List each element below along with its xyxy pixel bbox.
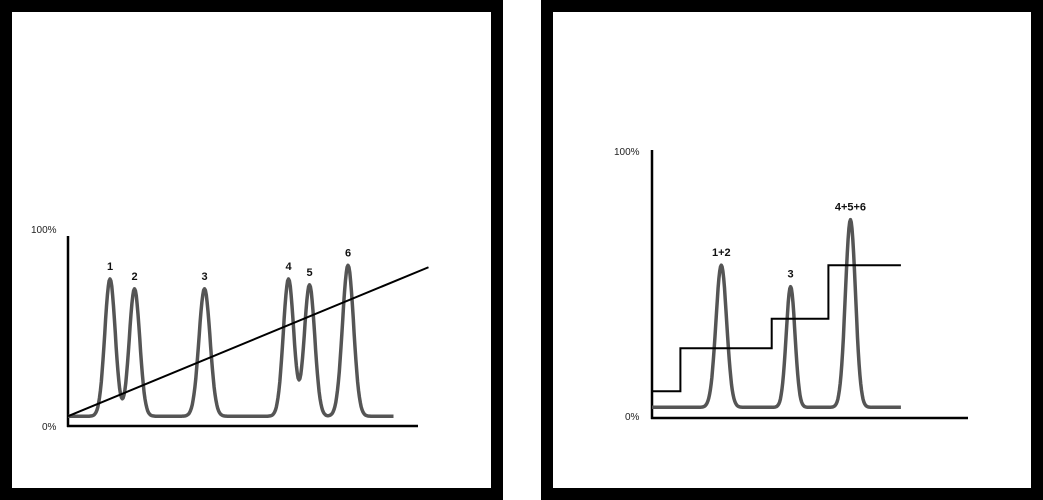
peak-label: 5: [306, 267, 312, 279]
chromatogram-trace: [67, 263, 395, 418]
peak-label: 1: [107, 261, 113, 273]
peak-label: 6: [345, 247, 351, 259]
peak-label: 3: [201, 271, 207, 283]
y-tick-label-100: 100%: [31, 225, 57, 236]
gradient-line: [67, 266, 429, 418]
y-tick-label-0: 0%: [42, 422, 57, 433]
peak-label: 4: [285, 261, 292, 273]
peak-label: 2: [131, 271, 137, 283]
